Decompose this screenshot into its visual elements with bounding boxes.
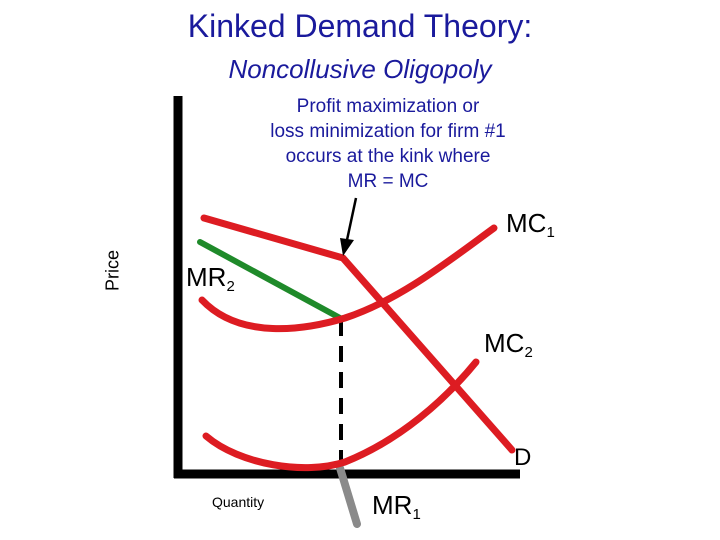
mr1-curve bbox=[336, 464, 361, 528]
annotation-line: loss minimization for firm #1 bbox=[270, 121, 506, 142]
kink-annotation: Profit maximization or loss minimization… bbox=[238, 94, 538, 194]
annotation-arrowhead bbox=[340, 238, 354, 256]
mc1-label-sub: 1 bbox=[546, 224, 555, 241]
page-subtitle: Noncollusive Oligopoly bbox=[228, 54, 492, 84]
y-axis-label: Price bbox=[102, 250, 123, 292]
mr2-label-base: MR bbox=[186, 262, 227, 292]
mc1-label-base: MC bbox=[506, 208, 547, 238]
annotation-line: MR = MC bbox=[347, 171, 429, 192]
mc2-label: MC2 bbox=[484, 328, 533, 361]
annotation-arrow bbox=[345, 197, 358, 241]
mc2-label-sub: 2 bbox=[524, 344, 533, 361]
annotation-line: Profit maximization or bbox=[296, 96, 480, 117]
mr1-label-sub: 1 bbox=[412, 506, 421, 523]
page-title: Kinked Demand Theory: bbox=[187, 8, 533, 44]
mr2-curve bbox=[197, 239, 343, 321]
demand-label-base: D bbox=[514, 444, 532, 471]
annotation-line: occurs at the kink where bbox=[285, 146, 491, 167]
mr2-label: MR2 bbox=[186, 262, 235, 295]
x-axis-label: Quantity bbox=[212, 494, 265, 510]
mr1-label-base: MR bbox=[372, 490, 413, 520]
mc1-curve bbox=[198, 224, 498, 333]
demand-label: D bbox=[514, 444, 531, 472]
mr1-label: MR1 bbox=[372, 490, 421, 523]
mc2-curve bbox=[202, 358, 480, 472]
mc1-label: MC1 bbox=[506, 208, 555, 241]
mr2-label-sub: 2 bbox=[226, 278, 235, 295]
mc2-label-base: MC bbox=[484, 328, 525, 358]
